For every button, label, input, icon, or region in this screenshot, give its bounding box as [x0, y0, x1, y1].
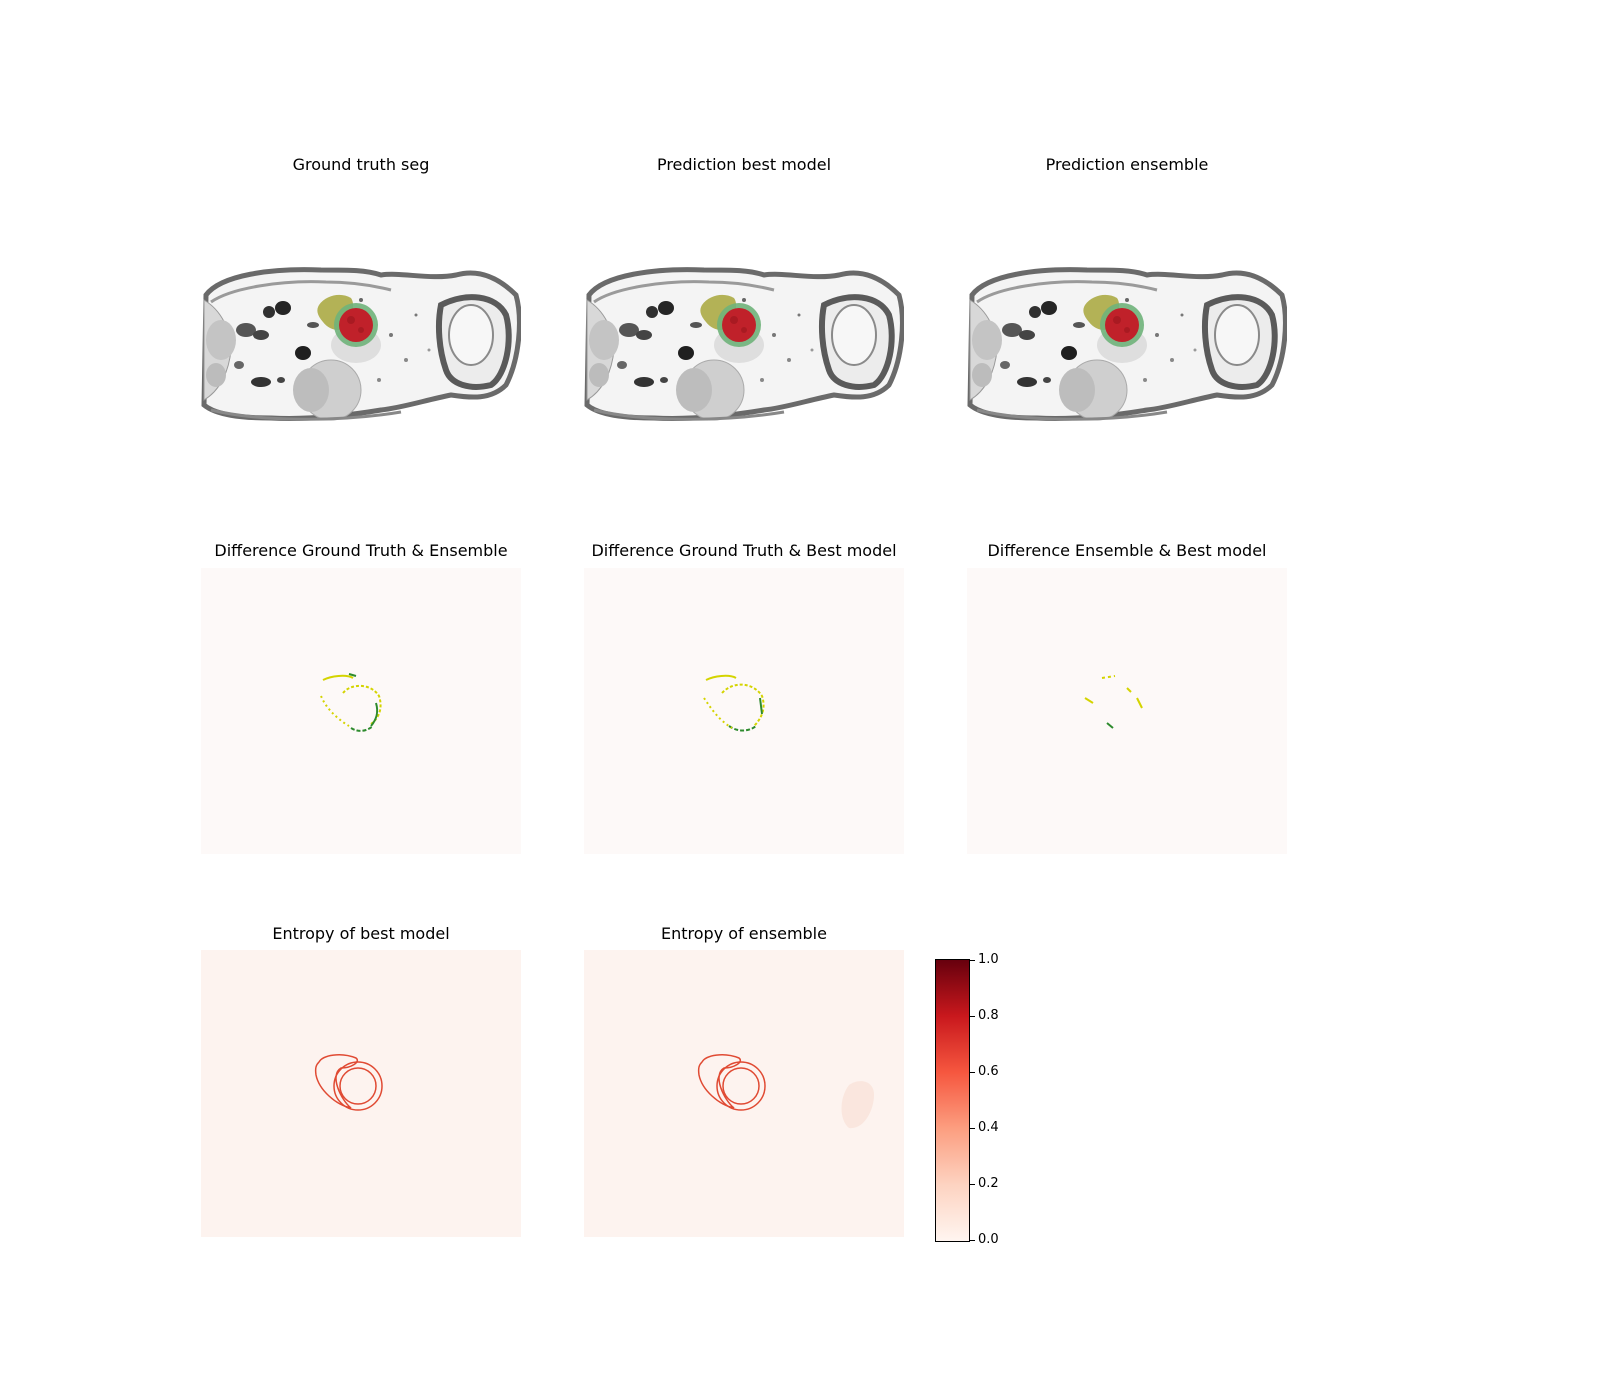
entropy-ensemble-image: [584, 950, 904, 1237]
colorbar-tick-label: 0.2: [978, 1176, 999, 1191]
colorbar-tick: [970, 1184, 975, 1185]
prediction-best-model-image: [584, 230, 904, 440]
colorbar-tick-label: 1.0: [978, 952, 999, 967]
ground-truth-seg-image: [201, 230, 521, 440]
colorbar-tick: [970, 1072, 975, 1073]
diff-gt-ensemble-image: [201, 568, 521, 854]
title-prediction-ensemble: Prediction ensemble: [1045, 155, 1209, 174]
title-diff-gt-best: Difference Ground Truth & Best model: [591, 541, 897, 560]
diff-ensemble-best-image: [967, 568, 1287, 854]
title-prediction-best-model: Prediction best model: [656, 155, 832, 174]
diff-gt-best-image: [584, 568, 904, 854]
title-entropy-best: Entropy of best model: [272, 924, 450, 943]
colorbar-tick: [970, 1016, 975, 1017]
colorbar-tick: [970, 1240, 975, 1241]
title-diff-gt-ensemble: Difference Ground Truth & Ensemble: [214, 541, 508, 560]
title-ground-truth-seg: Ground truth seg: [292, 155, 430, 174]
title-diff-ensemble-best: Difference Ensemble & Best model: [987, 541, 1267, 560]
colorbar-tick-label: 0.8: [978, 1008, 999, 1023]
title-entropy-ensemble: Entropy of ensemble: [661, 924, 827, 943]
colorbar-tick: [970, 1128, 975, 1129]
colorbar-tick-label: 0.0: [978, 1232, 999, 1247]
prediction-ensemble-image: [967, 230, 1287, 440]
colorbar-tick-label: 0.4: [978, 1120, 999, 1135]
colorbar-tick-label: 0.6: [978, 1064, 999, 1079]
colorbar: [935, 959, 970, 1242]
entropy-best-image: [201, 950, 521, 1237]
colorbar-tick: [970, 960, 975, 961]
